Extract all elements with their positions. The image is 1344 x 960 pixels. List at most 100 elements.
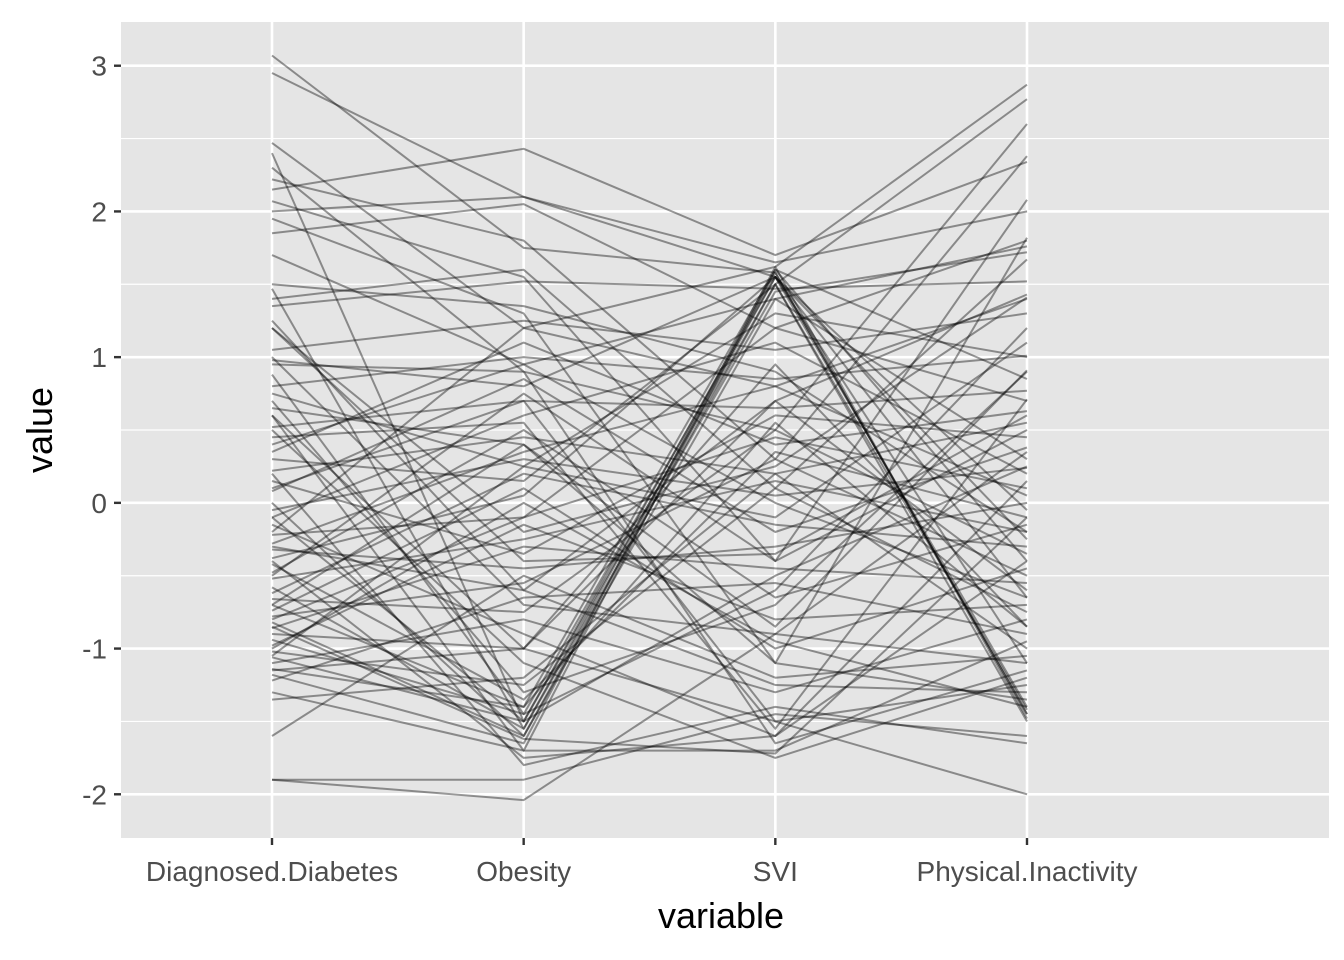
series-line-32 — [271, 297, 1028, 737]
series-line-31 — [271, 378, 1028, 533]
series-line-26 — [271, 398, 1028, 730]
series-line-27 — [271, 341, 1028, 453]
series-line-43 — [271, 276, 1028, 730]
series-line-79 — [271, 647, 1028, 796]
series-line-77 — [271, 327, 1028, 621]
series-line-36 — [271, 436, 1028, 536]
major-gridlines — [121, 22, 1329, 838]
series-line-67 — [271, 399, 1028, 723]
series-line-2 — [271, 72, 1028, 708]
series-line-15 — [271, 280, 1028, 308]
x-axis: Diagnosed.Diabetes Obesity SVI Physical.Ina… — [146, 838, 1138, 887]
series-line-37 — [271, 385, 1028, 545]
series-line-42 — [271, 480, 1028, 580]
series-line-69 — [271, 443, 1028, 701]
series-line-50 — [271, 545, 1028, 630]
y-axis-title: value — [19, 387, 60, 473]
series-line-64 — [271, 633, 1028, 802]
series-line-62 — [271, 574, 1028, 737]
series-line-1 — [271, 54, 1028, 715]
series-line-25 — [271, 389, 1028, 429]
series-line-68 — [271, 545, 1028, 694]
series-line-76 — [271, 392, 1028, 577]
series-line-82 — [271, 516, 1028, 755]
series-line-21 — [271, 354, 1028, 388]
series-line-49 — [271, 283, 1028, 737]
series-line-54 — [271, 487, 1028, 686]
series-line-52 — [271, 276, 1028, 716]
series-line-70 — [271, 501, 1028, 708]
series-line-84 — [271, 363, 1028, 650]
x-tick-label: Obesity — [476, 856, 571, 887]
series-line-23 — [271, 369, 1028, 628]
y-tick-label: 3 — [91, 51, 107, 82]
series-line-81 — [271, 560, 1028, 759]
series-line-14 — [271, 258, 1028, 490]
series-line-65 — [271, 363, 1028, 745]
series-line-75 — [271, 297, 1028, 533]
series-line-12 — [271, 245, 1028, 366]
series-line-30 — [271, 414, 1028, 555]
series-line-85 — [271, 465, 1028, 723]
series-line-47 — [271, 487, 1028, 650]
series-line-8 — [271, 199, 1028, 563]
series-line-10 — [271, 217, 1028, 665]
series-line-20 — [271, 327, 1028, 716]
series-line-35 — [271, 480, 1028, 737]
series-line-58 — [271, 265, 1028, 745]
series-line-45 — [271, 429, 1028, 614]
series-line-48 — [271, 458, 1028, 618]
y-tick-label: -2 — [82, 779, 107, 810]
series-line-29 — [271, 421, 1028, 475]
series-line-34 — [271, 341, 1028, 519]
series-line-66 — [271, 429, 1028, 759]
series-line-46 — [271, 268, 1028, 708]
x-tick-label: Physical.Inactivity — [917, 856, 1138, 887]
series-line-74 — [271, 363, 1028, 599]
series-line-55 — [271, 271, 1028, 723]
series-line-6 — [271, 155, 1028, 461]
y-tick-label: 1 — [91, 342, 107, 373]
series-line-18 — [271, 312, 1028, 351]
x-axis-title: variable — [658, 895, 784, 936]
series-line-63 — [272, 713, 1028, 781]
series-line-24 — [271, 268, 1028, 752]
series-line-59 — [271, 582, 1028, 682]
series-line-57 — [271, 421, 1028, 708]
series-line-28 — [271, 283, 1028, 722]
series-line-3 — [271, 83, 1028, 329]
series-line-56 — [271, 618, 1028, 694]
series-line-38 — [271, 501, 1028, 570]
series-line-5 — [271, 123, 1028, 431]
series-line-33 — [271, 458, 1028, 512]
series-line-78 — [271, 341, 1028, 657]
x-tick-label: Diagnosed.Diabetes — [146, 856, 398, 887]
series-line-60 — [271, 640, 1028, 752]
series-line-71 — [271, 283, 1028, 533]
y-tick-label: -1 — [82, 634, 107, 665]
series-lines — [271, 54, 1028, 802]
series-line-4 — [271, 98, 1028, 723]
series-line-80 — [271, 473, 1028, 767]
series-line-16 — [271, 293, 1028, 592]
series-line-19 — [271, 276, 1028, 664]
series-line-53 — [271, 523, 1028, 647]
series-line-61 — [271, 472, 1028, 701]
y-tick-label: 0 — [91, 488, 107, 519]
series-line-13 — [271, 251, 1028, 730]
series-line-41 — [271, 429, 1028, 599]
series-line-17 — [271, 296, 1028, 533]
minor-gridlines — [121, 137, 1329, 723]
series-line-51 — [271, 399, 1028, 650]
series-line-9 — [271, 195, 1028, 264]
series-line-73 — [271, 370, 1028, 694]
series-line-83 — [271, 356, 1028, 635]
series-line-11 — [271, 203, 1028, 329]
y-axis: -2 -1 0 1 2 3 — [82, 51, 121, 810]
series-line-39 — [271, 276, 1028, 560]
series-line-22 — [271, 312, 1028, 468]
series-line-40 — [271, 450, 1028, 701]
x-tick-label: SVI — [753, 856, 798, 887]
series-line-44 — [271, 472, 1028, 595]
